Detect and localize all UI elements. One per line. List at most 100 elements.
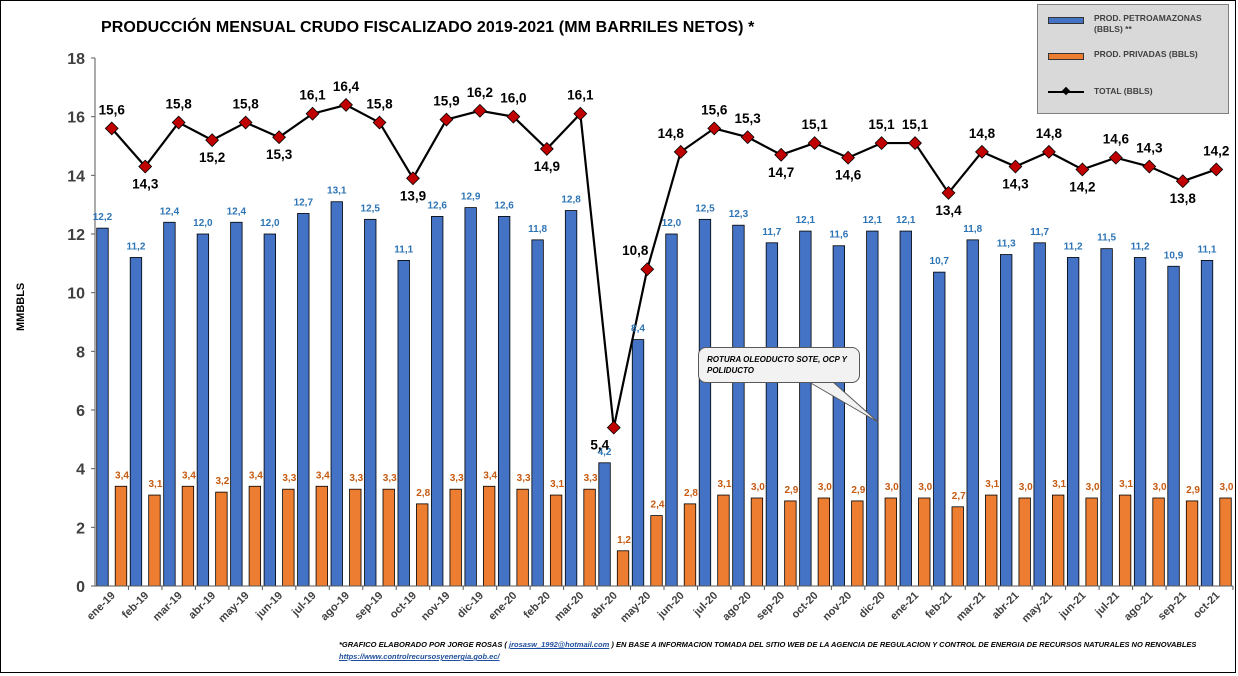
y-tick-label: 6 (76, 403, 85, 420)
data-label-petroamazonas: 11,2 (1131, 241, 1150, 252)
total-marker (1209, 162, 1224, 177)
data-label-total: 14,9 (534, 159, 560, 174)
x-tick-label: sep-20 (754, 590, 787, 623)
total-marker (439, 112, 454, 127)
total-marker (272, 130, 287, 145)
x-tick-label: jul-19 (289, 590, 319, 620)
bar-privadas (616, 550, 630, 587)
x-tick-label: abr-19 (186, 590, 218, 622)
y-tick-label: 12 (67, 227, 85, 244)
x-tick-label: may-21 (1020, 590, 1055, 625)
data-label-total: 15,6 (99, 102, 126, 117)
data-label-petroamazonas: 12,1 (796, 215, 816, 226)
total-marker (908, 136, 922, 150)
total-marker (774, 147, 789, 162)
data-label-total: 14,2 (1203, 143, 1229, 158)
data-label-privadas: 3,4 (182, 470, 196, 481)
bar-petroamazonas (1133, 257, 1147, 587)
total-marker (539, 142, 554, 156)
data-label-privadas: 3,0 (885, 482, 899, 493)
data-label-total: 10,8 (622, 243, 649, 258)
bar-petroamazonas (497, 215, 511, 587)
data-label-privadas: 2,9 (851, 485, 865, 496)
data-label-petroamazonas: 12,0 (193, 218, 213, 229)
x-tick-label: abr-21 (990, 590, 1022, 622)
data-label-petroamazonas: 12,5 (361, 203, 381, 214)
data-label-petroamazonas: 13,1 (327, 186, 347, 197)
bar-petroamazonas (464, 207, 477, 587)
legend-swatch-orange (1048, 53, 1084, 60)
total-marker (841, 150, 856, 165)
data-label-petroamazonas: 10,9 (1164, 250, 1184, 261)
total-marker (941, 186, 956, 200)
data-label-petroamazonas: 11,1 (1198, 244, 1217, 255)
total-marker (874, 136, 889, 150)
total-marker (1041, 144, 1056, 159)
footnote-email-link[interactable]: jrosasw_1992@hotmail.com (509, 640, 610, 649)
bar-privadas (215, 491, 228, 587)
data-label-petroamazonas: 11,7 (1030, 227, 1049, 238)
total-marker (673, 144, 688, 159)
data-label-petroamazonas: 12,2 (93, 212, 113, 223)
total-marker (975, 144, 989, 159)
data-label-privadas: 2,8 (416, 488, 430, 499)
total-marker (573, 106, 588, 121)
bar-petroamazonas (732, 224, 745, 587)
data-label-privadas: 3,0 (1153, 482, 1167, 493)
data-label-petroamazonas: 11,6 (829, 230, 848, 241)
data-label-privadas: 3,0 (1220, 482, 1234, 493)
data-label-privadas: 3,4 (316, 470, 330, 481)
bar-petroamazonas (564, 210, 578, 587)
total-marker (406, 171, 420, 186)
legend-item-total: TOTAL (BBLS) (1048, 85, 1226, 109)
data-label-petroamazonas: 12,8 (561, 195, 581, 206)
bar-privadas (449, 488, 462, 587)
data-label-petroamazonas: 11,8 (528, 224, 547, 235)
total-marker (1142, 159, 1157, 174)
data-label-privadas: 3,3 (349, 473, 363, 484)
bar-series (96, 201, 1232, 587)
x-tick-label: nov-19 (419, 590, 453, 624)
y-axis-ticks: 0 2 4 6 8 10 12 14 16 18 (67, 51, 95, 596)
data-label-total: 16,1 (299, 88, 326, 103)
data-label-petroamazonas: 12,9 (461, 192, 481, 203)
total-marker (1008, 159, 1023, 174)
data-label-privadas: 3,3 (517, 473, 531, 484)
data-label-total: 15,8 (166, 97, 193, 112)
data-label-privadas: 3,1 (550, 479, 564, 490)
total-marker (506, 109, 521, 124)
footnote-url-link[interactable]: https://www.controlrecursosyenergia.gob.… (339, 652, 500, 661)
x-tick-label: dic-19 (455, 590, 486, 621)
footnote: *GRAFICO ELABORADO POR JORGE ROSAS ( jro… (339, 640, 1238, 649)
data-label-petroamazonas: 11,2 (126, 241, 145, 252)
data-label-privadas: 3,1 (1052, 479, 1066, 490)
legend-label: TOTAL (BBLS) (1094, 86, 1153, 96)
data-label-total: 16,0 (500, 91, 526, 106)
data-label-privadas: 3,0 (1019, 482, 1033, 493)
bar-privadas (1118, 494, 1132, 587)
bar-privadas (549, 494, 563, 587)
bar-privadas (349, 488, 362, 587)
data-label-total: 14,6 (1103, 132, 1130, 147)
data-label-petroamazonas: 12,6 (494, 200, 514, 211)
data-label-petroamazonas: 12,5 (695, 203, 715, 214)
data-label-total: 16,1 (567, 88, 594, 103)
bar-privadas (683, 503, 697, 587)
total-marker (606, 420, 621, 435)
data-label-petroamazonas: 12,0 (260, 218, 280, 229)
data-label-total: 15,3 (735, 111, 762, 126)
data-label-total: 13,8 (1170, 191, 1197, 206)
data-label-privadas: 3,1 (1119, 479, 1133, 490)
total-marker (238, 115, 253, 130)
data-label-total: 15,2 (199, 150, 225, 165)
bar-privadas (583, 488, 596, 587)
total-marker (305, 106, 320, 121)
x-tick-label: jun-19 (253, 590, 285, 622)
data-label-total: 15,1 (868, 117, 895, 132)
bar-privadas (382, 488, 395, 587)
x-tick-label: ago-19 (319, 590, 353, 624)
data-label-petroamazonas: 8,4 (631, 324, 645, 335)
